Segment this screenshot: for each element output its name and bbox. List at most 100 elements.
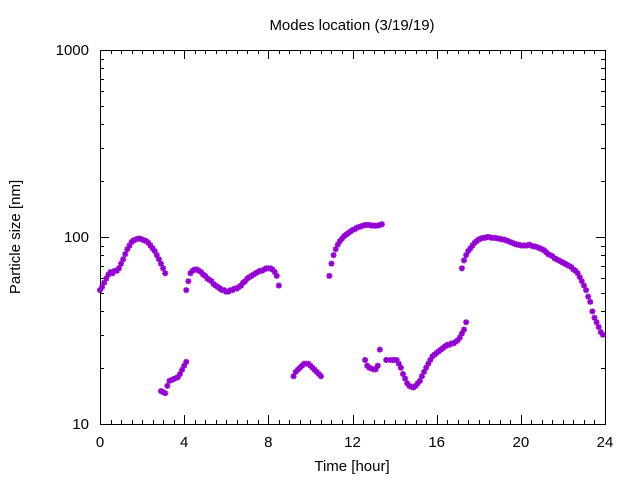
- data-point: [160, 265, 167, 272]
- data-point: [208, 278, 215, 285]
- data-point: [574, 270, 581, 277]
- data-point: [366, 364, 373, 371]
- data-point: [275, 282, 282, 289]
- data-point: [372, 366, 379, 373]
- data-point: [423, 364, 430, 371]
- y-axis-label: Particle size [nm]: [7, 180, 24, 294]
- data-point: [332, 246, 339, 253]
- data-point: [475, 236, 482, 243]
- x-tick-label: 12: [344, 434, 361, 451]
- data-point: [172, 375, 179, 382]
- data-point: [599, 331, 606, 338]
- x-tick-label: 24: [597, 434, 614, 451]
- data-point: [461, 257, 468, 264]
- data-point: [109, 270, 116, 277]
- data-point: [290, 373, 297, 380]
- data-point: [174, 374, 181, 381]
- data-point: [477, 235, 484, 242]
- data-point: [118, 260, 125, 267]
- data-point: [532, 243, 539, 250]
- data-point: [425, 360, 432, 367]
- data-point: [273, 272, 280, 279]
- data-point: [503, 237, 510, 244]
- data-point: [179, 366, 186, 373]
- data-point: [141, 237, 148, 244]
- data-point: [572, 267, 579, 274]
- data-point: [580, 282, 587, 289]
- data-point: [237, 282, 244, 289]
- data-point: [395, 360, 402, 367]
- data-point: [486, 234, 493, 240]
- data-point: [328, 260, 335, 267]
- chart-title: Modes location (3/19/19): [269, 17, 434, 34]
- data-point: [400, 371, 406, 378]
- data-point: [336, 238, 343, 245]
- data-point: [151, 248, 158, 255]
- data-point: [338, 235, 345, 242]
- data-point: [120, 256, 127, 263]
- data-point: [515, 241, 522, 248]
- data-point: [198, 268, 204, 275]
- data-point: [132, 236, 139, 243]
- data-point: [115, 265, 122, 272]
- data-point: [168, 376, 175, 383]
- x-tick-labels: 0 4 8 12 16 20 24: [96, 434, 614, 451]
- data-point: [101, 279, 108, 286]
- data-point: [153, 252, 160, 259]
- data-point: [427, 356, 434, 363]
- ticks-layer: [100, 50, 606, 425]
- data-point: [538, 246, 545, 253]
- data-point: [185, 278, 192, 285]
- data-point: [183, 287, 190, 294]
- data-point: [122, 251, 129, 258]
- y-tick-label: 1000: [56, 42, 89, 59]
- data-point: [469, 242, 476, 249]
- data-point: [587, 298, 594, 305]
- data-point: [242, 278, 249, 285]
- data-point: [528, 242, 535, 249]
- data-point: [456, 334, 463, 341]
- data-point: [509, 239, 516, 246]
- data-point: [589, 308, 596, 315]
- data-point: [139, 236, 146, 243]
- data-point: [202, 272, 209, 279]
- data-point: [166, 377, 173, 384]
- data-point: [524, 242, 531, 249]
- data-point: [536, 245, 543, 252]
- data-point: [374, 362, 381, 369]
- data-point: [162, 390, 169, 397]
- data-point: [105, 271, 112, 278]
- data-points: [97, 221, 606, 397]
- y-tick-label: 100: [64, 229, 89, 246]
- data-point: [158, 260, 165, 267]
- data-point: [463, 319, 470, 326]
- data-point: [461, 326, 468, 333]
- data-point: [458, 265, 465, 272]
- data-point: [404, 380, 411, 387]
- data-point: [99, 284, 106, 291]
- data-point: [368, 365, 375, 372]
- data-point: [402, 375, 409, 382]
- data-point: [463, 252, 470, 259]
- data-point: [397, 364, 404, 371]
- data-point: [526, 241, 533, 248]
- data-point: [505, 238, 512, 245]
- data-point: [583, 287, 590, 294]
- data-point: [326, 272, 333, 279]
- plot-frame: [100, 50, 606, 425]
- data-point: [482, 234, 489, 241]
- data-point: [458, 330, 465, 337]
- data-point: [412, 382, 419, 389]
- data-point: [465, 248, 472, 255]
- data-point: [454, 337, 461, 344]
- data-point: [155, 256, 162, 263]
- x-tick-label: 4: [180, 434, 188, 451]
- data-point: [162, 270, 169, 277]
- data-point: [591, 314, 598, 321]
- data-point: [145, 239, 152, 246]
- data-point: [376, 346, 383, 353]
- data-point: [176, 371, 183, 378]
- data-point: [378, 221, 385, 228]
- data-point: [330, 252, 337, 259]
